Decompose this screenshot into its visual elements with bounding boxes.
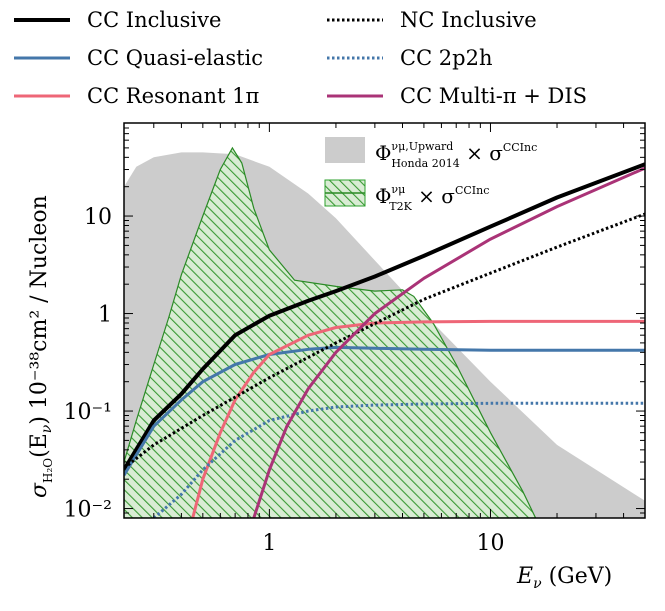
legend-label-cc-quasi-elastic: CC Quasi-elastic [87, 46, 263, 70]
honda-flux-label: Φνμ,Upward Honda 2014 × σCCInc [375, 140, 537, 170]
series-nc-inclusive [124, 212, 645, 470]
y-tick-label: 10⁻¹ [64, 400, 112, 425]
series-cc-quasi-elastic [124, 345, 645, 476]
legend: CC Inclusive NC Inclusive CC Quasi-elastic… [14, 8, 587, 108]
series-cc-multi-dis [252, 166, 645, 518]
legend-label-cc-resonant-1: CC Resonant 1π [87, 84, 260, 108]
legend-label-cc-inclusive: CC Inclusive [87, 8, 221, 32]
y-axis-label: σH₂O(Eν) 10⁻³⁸cm² / Nucleon [27, 195, 55, 498]
series-cc-2p2h [152, 401, 645, 518]
series-cc-inclusive [124, 162, 645, 471]
x-tick-label: 1 [262, 531, 276, 556]
plot-frame [123, 122, 646, 519]
inset-legend: Φνμ,Upward Honda 2014 × σCCInc Φνμ T2K × σ… [324, 137, 537, 213]
t2k-flux-area [124, 146, 537, 518]
series-cc-resonant-1 [191, 319, 645, 518]
y-tick-label: 10⁻² [64, 498, 112, 523]
x-axis-label: Eν (GeV) [516, 564, 612, 592]
y-tick-label: 1 [98, 303, 112, 328]
y-tick-label: 10 [84, 205, 112, 230]
plot-areas [124, 146, 645, 518]
legend-label-cc-multi-dis: CC Multi-π + DIS [400, 84, 587, 108]
axes: 1 10 10⁻² 10⁻¹ 1 10 [64, 122, 646, 556]
t2k-flux-label: Φνμ T2K × σCCInc [375, 183, 489, 213]
honda-flux-swatch [325, 137, 365, 163]
legend-label-cc-2p2h: CC 2p2h [400, 46, 493, 70]
plot-lines [124, 162, 645, 518]
legend-label-nc-inclusive: NC Inclusive [400, 8, 537, 32]
x-tick-label: 10 [476, 531, 504, 556]
